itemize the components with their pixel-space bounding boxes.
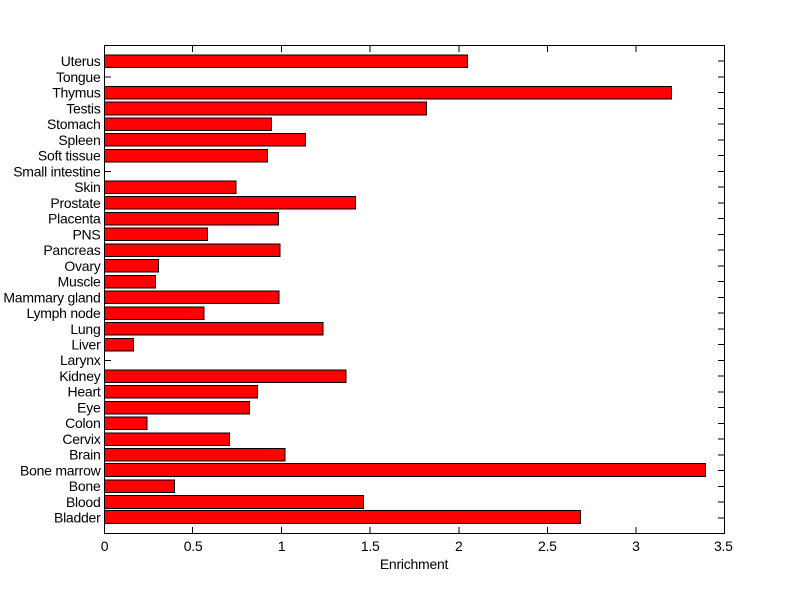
svg-text:Mammary gland: Mammary gland: [3, 289, 100, 305]
svg-text:Bone: Bone: [69, 478, 101, 494]
svg-text:Small intestine: Small intestine: [13, 163, 101, 179]
svg-text:Larynx: Larynx: [60, 352, 101, 368]
svg-text:Uterus: Uterus: [61, 53, 101, 69]
svg-text:Testis: Testis: [66, 100, 101, 116]
svg-text:Bone marrow: Bone marrow: [20, 462, 102, 478]
svg-text:Placenta: Placenta: [48, 211, 101, 227]
svg-text:2: 2: [455, 538, 463, 554]
svg-text:2.5: 2.5: [538, 538, 557, 554]
svg-text:Enrichment: Enrichment: [380, 556, 449, 572]
svg-text:Tongue: Tongue: [56, 69, 101, 85]
svg-text:Ovary: Ovary: [64, 258, 100, 274]
svg-text:1: 1: [278, 538, 286, 554]
svg-text:3: 3: [632, 538, 640, 554]
svg-text:Spleen: Spleen: [58, 132, 100, 148]
svg-text:Heart: Heart: [68, 384, 101, 400]
svg-text:Bladder: Bladder: [54, 510, 101, 526]
svg-text:Eye: Eye: [77, 399, 101, 415]
svg-text:Cervix: Cervix: [62, 431, 100, 447]
svg-text:Prostate: Prostate: [50, 195, 101, 211]
svg-text:1.5: 1.5: [361, 538, 380, 554]
svg-text:Skin: Skin: [74, 179, 100, 195]
svg-text:3.5: 3.5: [714, 538, 733, 554]
svg-text:Pancreas: Pancreas: [43, 242, 100, 258]
svg-text:0.5: 0.5: [184, 538, 203, 554]
svg-text:Brain: Brain: [69, 447, 100, 463]
svg-text:Muscle: Muscle: [58, 274, 101, 290]
svg-text:Thymus: Thymus: [52, 85, 101, 101]
svg-text:Lymph node: Lymph node: [26, 305, 100, 321]
svg-text:0: 0: [101, 538, 109, 554]
svg-text:Blood: Blood: [66, 494, 101, 510]
svg-text:Lung: Lung: [70, 321, 100, 337]
svg-text:Kidney: Kidney: [59, 368, 101, 384]
svg-text:Colon: Colon: [65, 415, 100, 431]
svg-text:Liver: Liver: [71, 337, 101, 353]
svg-text:Soft tissue: Soft tissue: [38, 148, 101, 164]
svg-text:PNS: PNS: [72, 226, 100, 242]
svg-text:Stomach: Stomach: [47, 116, 101, 132]
